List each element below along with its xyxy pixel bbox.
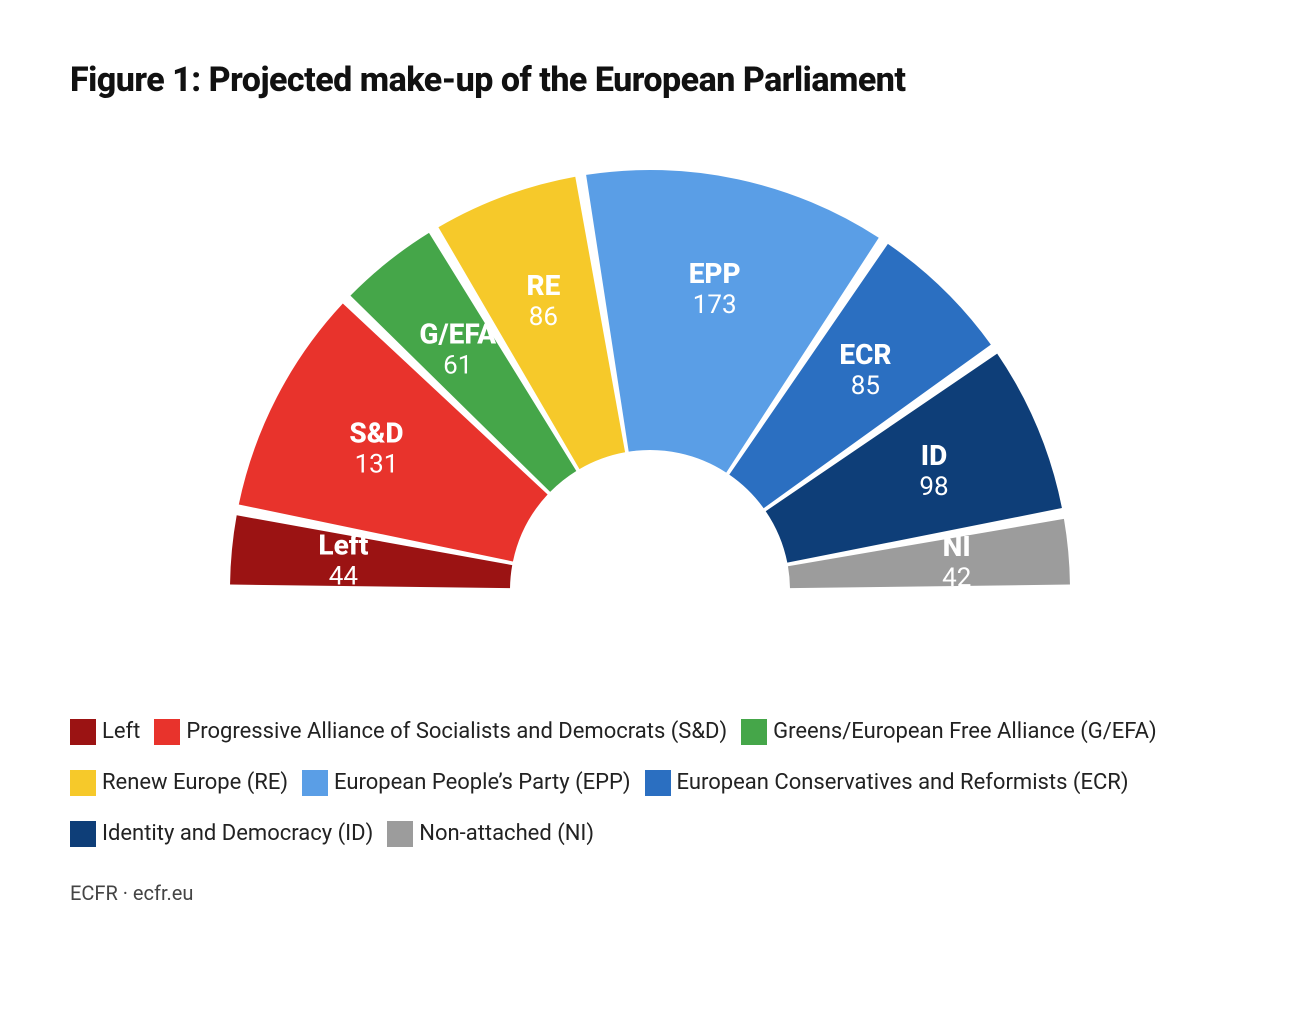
legend-swatch-id (70, 821, 96, 847)
slice-value-left: 44 (329, 561, 359, 591)
legend-label-left: Left (102, 710, 140, 754)
chart-title: Figure 1: Projected make-up of the Europ… (70, 60, 1230, 100)
slice-label-epp: EPP (689, 257, 741, 290)
slice-value-sd: 131 (355, 449, 399, 479)
legend-swatch-ecr (645, 770, 671, 796)
legend-label-gefa: Greens/European Free Alliance (G/EFA) (773, 710, 1157, 754)
legend-item-re: Renew Europe (RE) (70, 761, 288, 805)
legend-swatch-re (70, 770, 96, 796)
slice-label-sd: S&D (349, 416, 403, 449)
legend-item-left: Left (70, 710, 140, 754)
legend-swatch-sd (154, 719, 180, 745)
chart-wrap: Left44 S&D131 G/EFA61 RE86 EPP173 ECR85 ID98 NI… (70, 120, 1230, 680)
legend-row: Left Progressive Alliance of Socialists a… (70, 710, 1230, 761)
legend-label-id: Identity and Democracy (ID) (102, 812, 373, 856)
legend-item-gefa: Greens/European Free Alliance (G/EFA) (741, 710, 1157, 754)
legend-swatch-epp (302, 770, 328, 796)
slice-label-ni: NI (943, 530, 971, 563)
legend-item-sd: Progressive Alliance of Socialists and D… (154, 710, 727, 754)
slice-value-ecr: 85 (851, 371, 880, 401)
legend-label-epp: European People’s Party (EPP) (334, 761, 631, 805)
hemicycle-chart: Left44 S&D131 G/EFA61 RE86 EPP173 ECR85 ID98 NI… (150, 120, 1150, 680)
slice-label-ecr: ECR (839, 338, 891, 371)
legend-swatch-left (70, 719, 96, 745)
slice-label-id: ID (921, 439, 947, 472)
legend-swatch-gefa (741, 719, 767, 745)
slice-value-ni: 42 (942, 563, 971, 593)
legend-label-ni: Non-attached (NI) (419, 812, 594, 856)
legend-label-re: Renew Europe (RE) (102, 761, 288, 805)
slice-value-re: 86 (529, 302, 558, 332)
legend-item-epp: European People’s Party (EPP) (302, 761, 631, 805)
slice-label-re: RE (526, 269, 560, 302)
legend-row: Identity and Democracy (ID) Non-attached … (70, 812, 1230, 863)
slice-value-id: 98 (919, 472, 948, 502)
legend-swatch-ni (387, 821, 413, 847)
source-line: ECFR · ecfr.eu (70, 881, 1230, 905)
slice-label-left: Left (318, 528, 368, 561)
slice-value-gefa: 61 (443, 350, 472, 380)
legend-item-ni: Non-attached (NI) (387, 812, 594, 856)
legend: Left Progressive Alliance of Socialists a… (70, 710, 1230, 863)
legend-label-sd: Progressive Alliance of Socialists and D… (186, 710, 727, 754)
legend-label-ecr: European Conservatives and Reformists (E… (677, 761, 1129, 805)
slice-label-gefa: G/EFA (419, 317, 496, 350)
slice-value-epp: 173 (693, 290, 737, 320)
legend-item-ecr: European Conservatives and Reformists (E… (645, 761, 1129, 805)
figure-container: Figure 1: Projected make-up of the Europ… (0, 0, 1300, 1020)
legend-item-id: Identity and Democracy (ID) (70, 812, 373, 856)
legend-row: Renew Europe (RE) European People’s Party… (70, 761, 1230, 812)
